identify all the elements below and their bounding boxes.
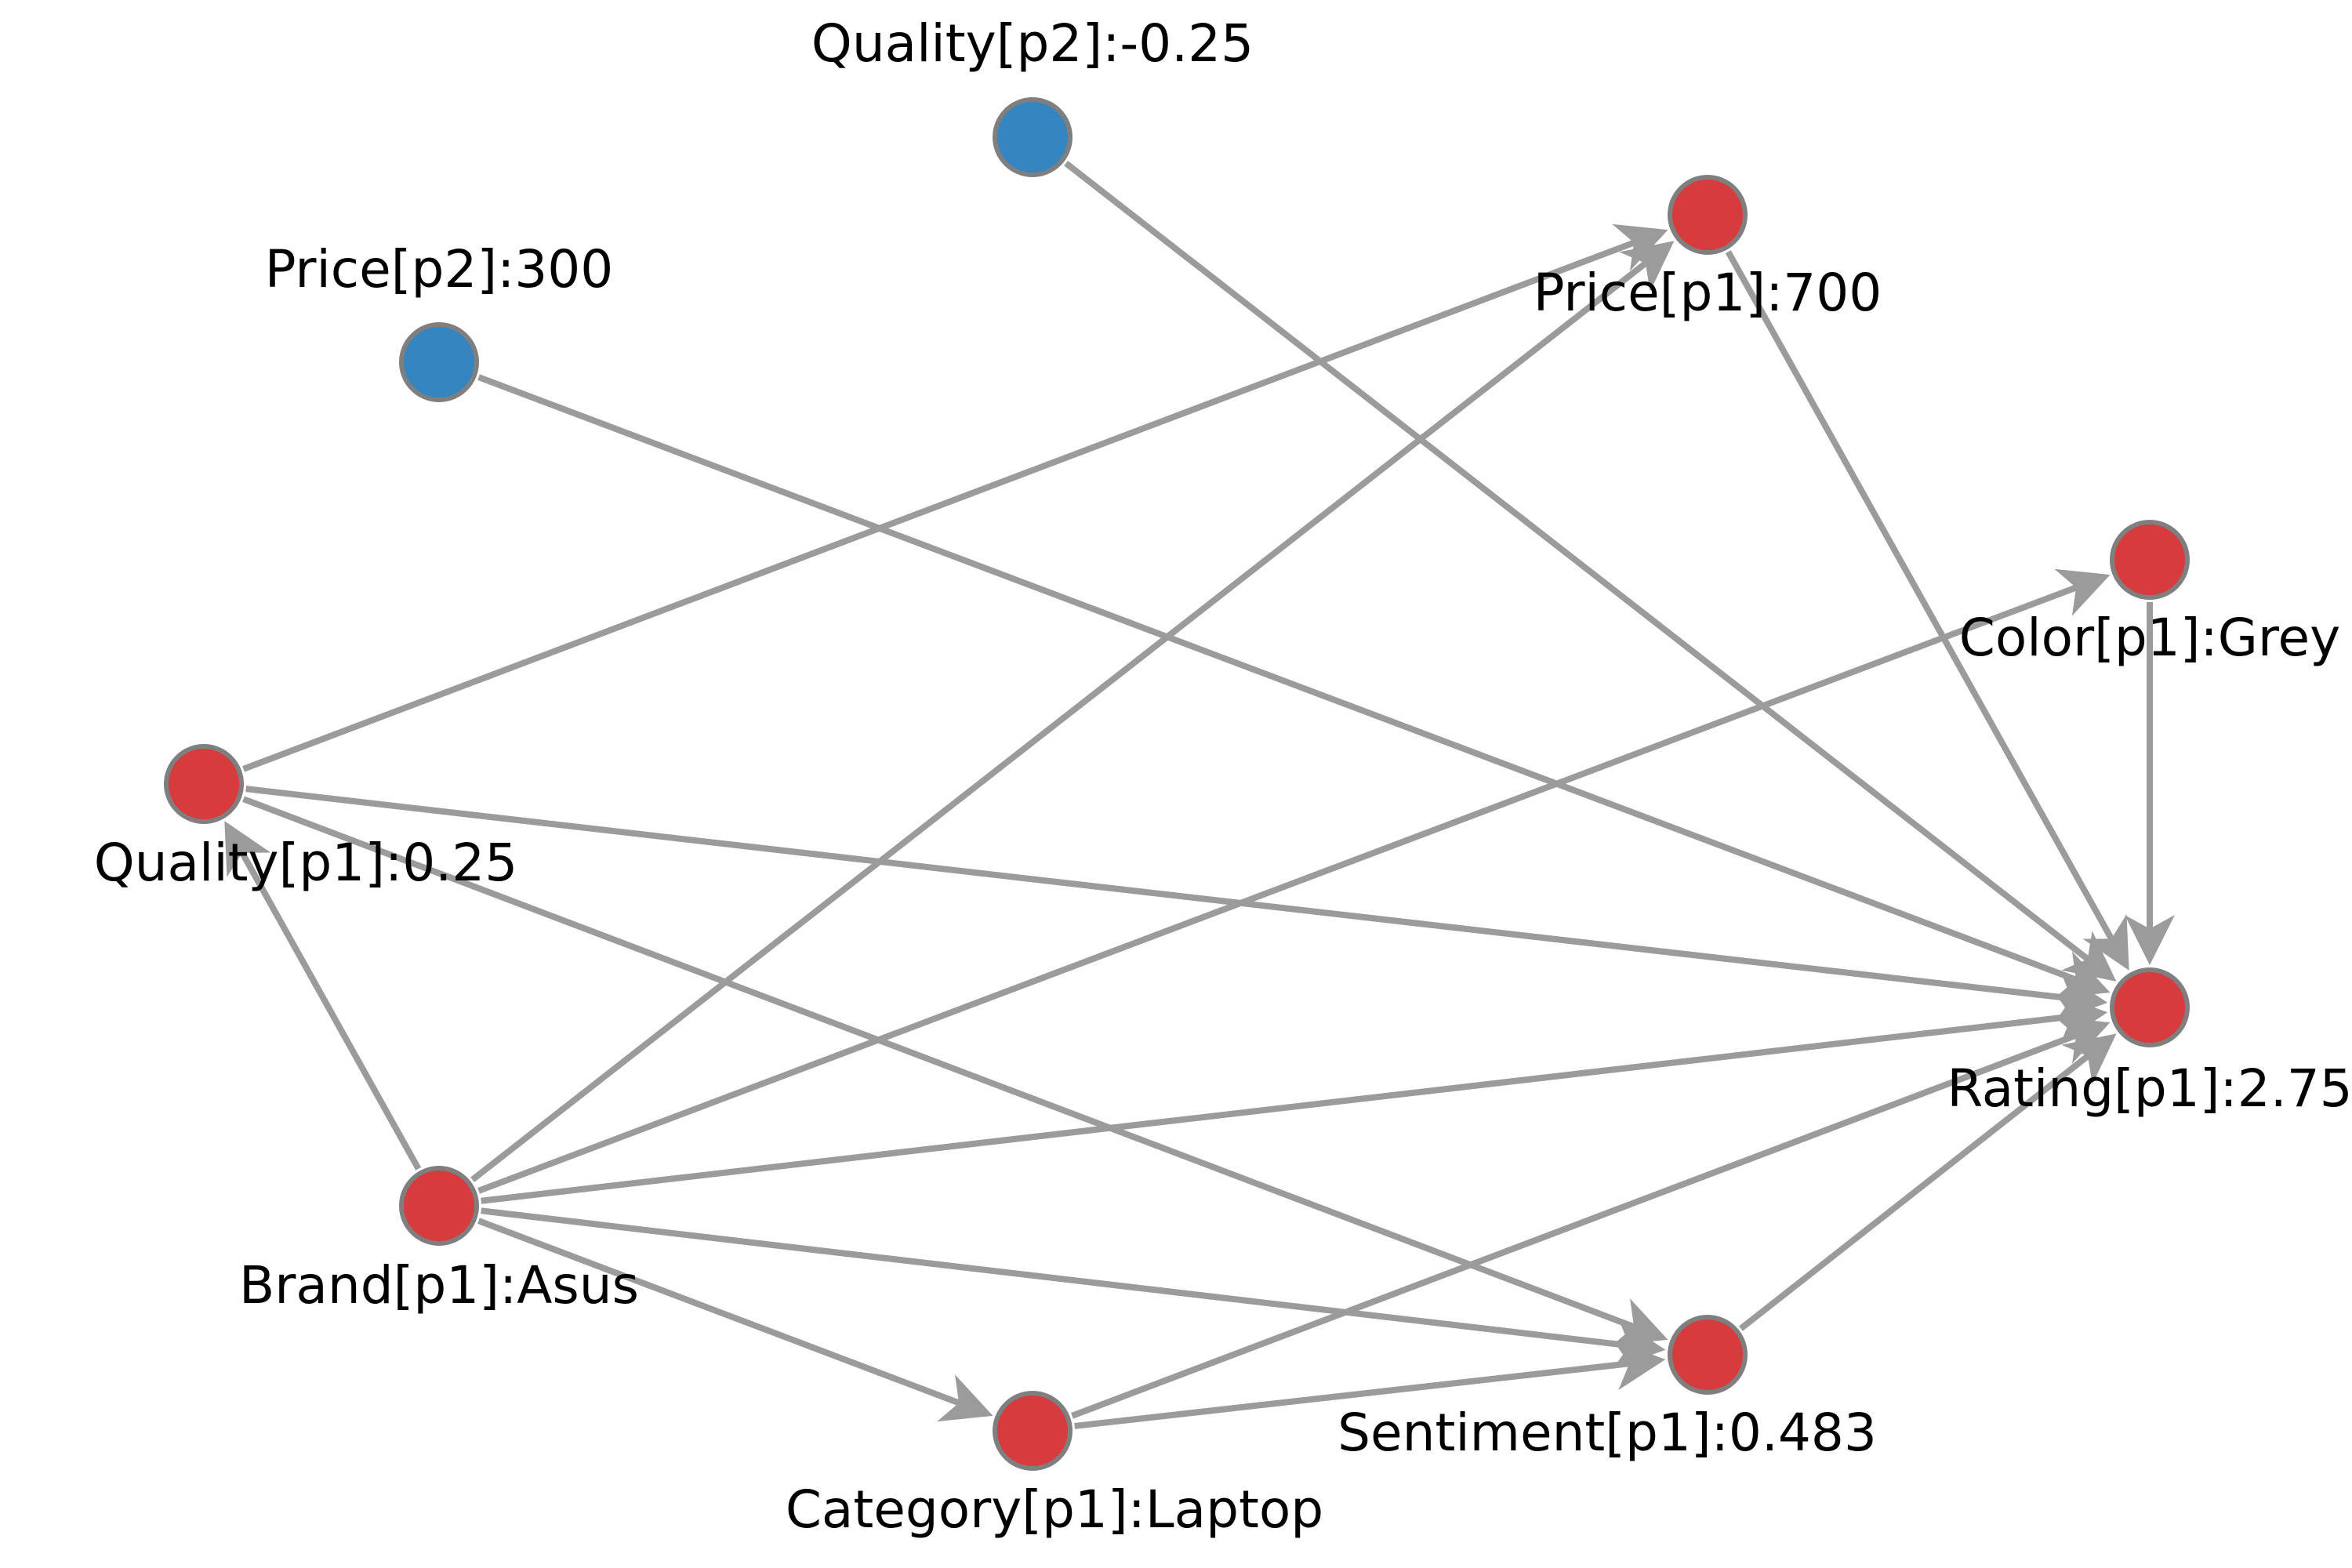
edge-brand-p1-to-price-p1	[470, 241, 1675, 1182]
node-sentiment-p1	[1668, 1315, 1748, 1395]
node-color-p1	[2110, 520, 2190, 600]
node-rating-p1	[2110, 967, 2190, 1047]
edges-layer	[224, 161, 2175, 1429]
edge-brand-p1-to-rating-p1	[481, 993, 2108, 1204]
edge-category-p1-to-sentiment-p1	[1074, 1340, 1666, 1429]
node-label-category-p1: Category[p1]:Laptop	[786, 1479, 1323, 1540]
node-label-brand-p1: Brand[p1]:Asus	[239, 1255, 639, 1316]
edge-quality-p1-to-price-p1	[242, 223, 1668, 772]
edge-brand-p1-to-color-p1	[477, 568, 2111, 1194]
labels-layer: Quality[p2]:-0.25 Price[p2]:300 Price[p1]:…	[94, 13, 2352, 1540]
edge-brand-p1-to-sentiment-p1	[481, 1207, 1666, 1370]
edge-sentiment-p1-to-rating-p1	[1738, 1033, 2117, 1331]
node-label-rating-p1: Rating[p1]:2.75	[1947, 1058, 2352, 1119]
node-label-quality-p2: Quality[p2]:-0.25	[811, 13, 1254, 74]
node-label-sentiment-p1: Sentiment[p1]:0.483	[1338, 1403, 1877, 1463]
nodes-layer	[164, 97, 2190, 1471]
node-label-quality-p1: Quality[p1]:0.25	[94, 833, 517, 893]
edge-quality-p1-to-rating-p1	[245, 786, 2108, 1022]
edge-price-p1-to-rating-p1	[1725, 250, 2129, 971]
node-label-price-p1: Price[p1]:700	[1534, 263, 1882, 323]
edge-category-p1-to-rating-p1	[1071, 1016, 2111, 1419]
edge-quality-p2-to-rating-p1	[1064, 161, 2117, 982]
node-label-color-p1: Color[p1]:Grey	[1959, 608, 2340, 668]
node-label-price-p2: Price[p2]:300	[265, 239, 614, 299]
edge-brand-p1-to-category-p1	[477, 1218, 993, 1422]
node-quality-p1	[164, 744, 244, 824]
edge-price-p2-to-rating-p1	[477, 374, 2111, 999]
edge-brand-p1-to-quality-p1	[224, 821, 422, 1171]
node-brand-p1	[399, 1166, 479, 1246]
node-category-p1	[993, 1391, 1073, 1471]
edge-quality-p1-to-sentiment-p1	[242, 796, 1668, 1346]
node-price-p1	[1668, 175, 1748, 255]
node-price-p2	[399, 322, 479, 402]
node-quality-p2	[993, 97, 1073, 177]
